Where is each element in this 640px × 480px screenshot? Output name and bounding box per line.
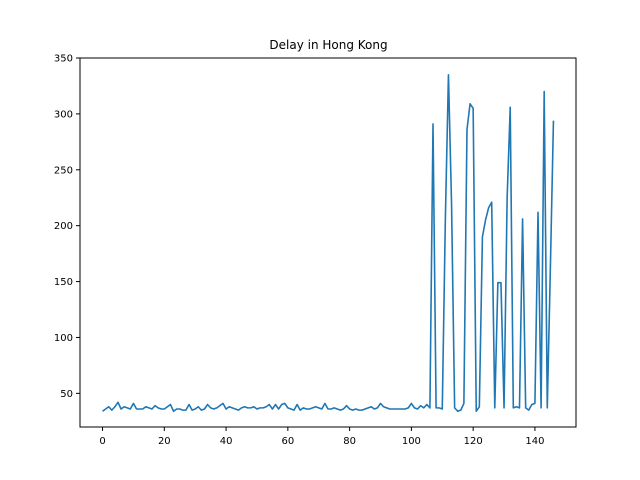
x-tick-label: 20 [158, 436, 171, 447]
x-tick-label: 60 [281, 436, 294, 447]
chart-title: Delay in Hong Kong [269, 38, 387, 52]
x-tick-label: 80 [343, 436, 356, 447]
y-tick-label: 100 [54, 333, 73, 344]
y-tick-label: 200 [54, 221, 73, 232]
x-tick-label: 140 [525, 436, 544, 447]
y-tick-label: 250 [54, 165, 73, 176]
x-tick-label: 0 [99, 436, 105, 447]
y-axis: 50 100 150 200 250 300 350 [54, 54, 80, 400]
axes-frame [79, 57, 577, 428]
series-line [102, 73, 555, 413]
x-tick-label: 100 [402, 436, 421, 447]
y-tick-label: 150 [54, 277, 73, 288]
x-tick-label: 120 [464, 436, 483, 447]
y-tick-label: 350 [54, 54, 73, 65]
x-axis: 0 20 40 60 80 100 120 140 [99, 427, 544, 447]
y-tick-label: 300 [54, 109, 73, 120]
y-tick-label: 50 [60, 389, 73, 400]
x-tick-label: 40 [220, 436, 233, 447]
plot-area [102, 73, 555, 413]
